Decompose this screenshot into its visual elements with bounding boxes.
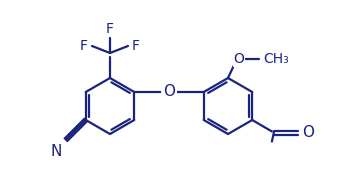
Text: F: F — [132, 39, 140, 53]
Text: O: O — [163, 84, 175, 100]
Text: F: F — [80, 39, 88, 53]
Text: F: F — [106, 22, 114, 36]
Text: O: O — [302, 125, 314, 140]
Text: N: N — [50, 144, 62, 159]
Text: CH₃: CH₃ — [263, 52, 289, 66]
Text: O: O — [234, 52, 244, 66]
